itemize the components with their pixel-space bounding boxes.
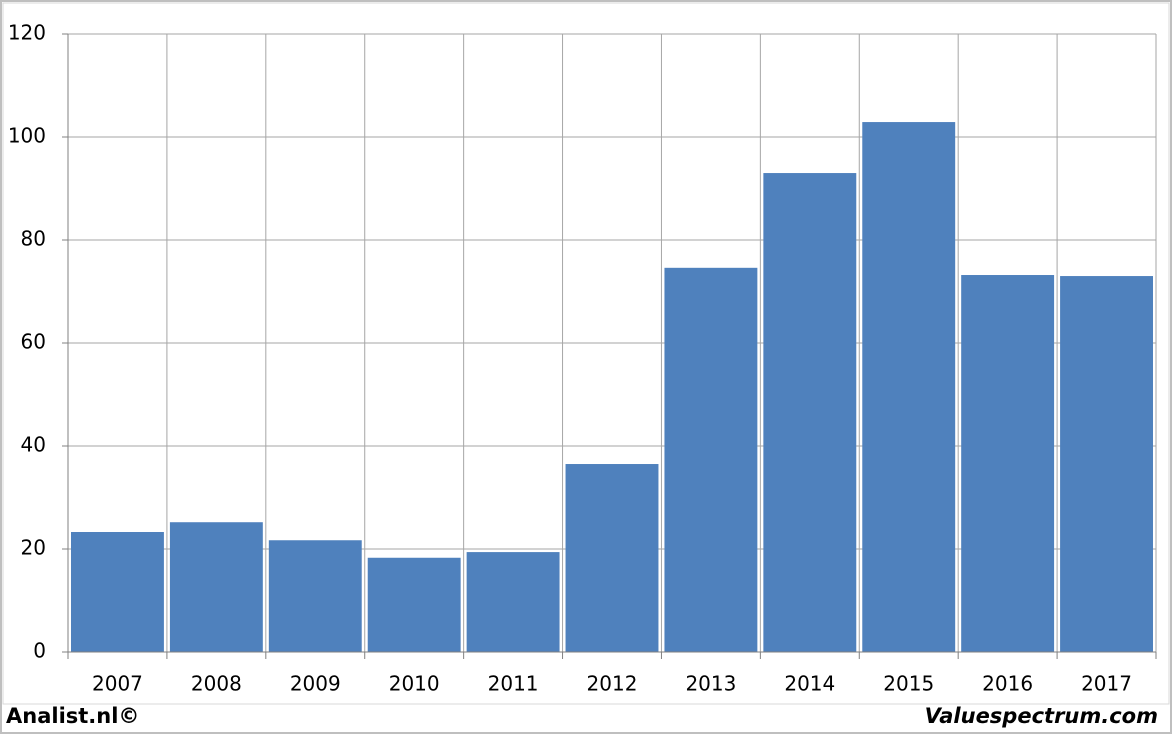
x-tick-label: 2007: [92, 672, 143, 696]
y-tick-label: 80: [21, 227, 46, 251]
bar: [1060, 276, 1153, 652]
y-tick-label: 40: [21, 433, 46, 457]
bar: [466, 552, 560, 652]
bar: [268, 540, 362, 652]
source-left: Analist.nl©: [6, 704, 139, 728]
x-tick-label: 2011: [488, 672, 539, 696]
x-tick-label: 2013: [685, 672, 736, 696]
x-tick-label: 2014: [784, 672, 835, 696]
y-tick-label: 100: [8, 124, 46, 148]
bar: [664, 267, 758, 652]
source-right: Valuespectrum.com: [925, 704, 1158, 728]
x-tick-label: 2016: [982, 672, 1033, 696]
x-tick-label: 2008: [191, 672, 242, 696]
bar: [367, 557, 461, 652]
bar: [763, 173, 857, 653]
bar: [169, 522, 263, 652]
y-tick-label: 120: [8, 21, 46, 45]
bar: [961, 275, 1055, 652]
x-tick-label: 2012: [587, 672, 638, 696]
x-tick-label: 2015: [883, 672, 934, 696]
bar: [565, 464, 659, 652]
y-tick-label: 0: [33, 639, 46, 663]
x-tick-label: 2010: [389, 672, 440, 696]
bar: [862, 122, 956, 652]
bar: [71, 532, 164, 652]
x-tick-label: 2009: [290, 672, 341, 696]
y-tick-label: 20: [21, 536, 46, 560]
y-tick-label: 60: [21, 330, 46, 354]
x-tick-label: 2017: [1081, 672, 1132, 696]
